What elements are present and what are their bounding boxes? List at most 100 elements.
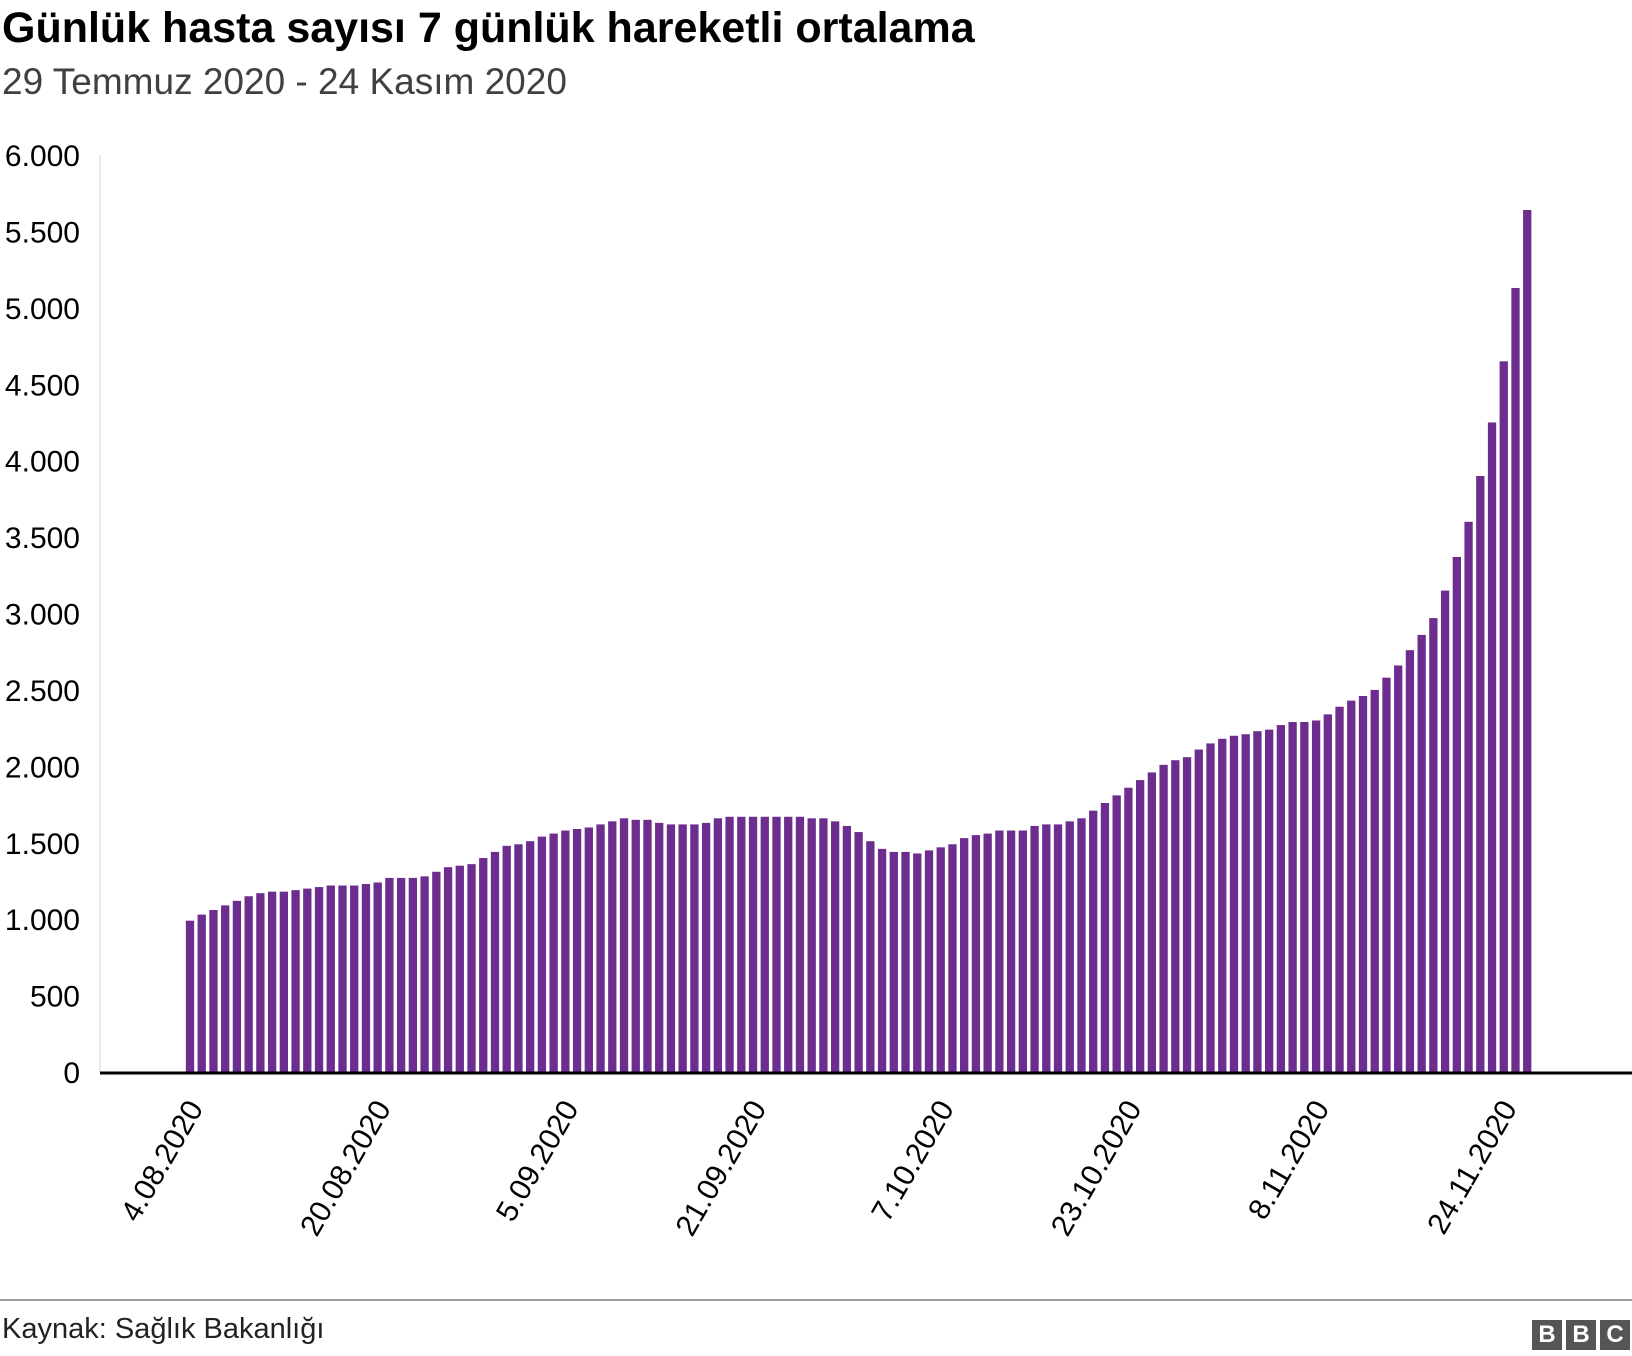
bar: [420, 876, 429, 1072]
bar: [1053, 824, 1063, 1072]
bar: [1300, 722, 1309, 1072]
bar: [924, 850, 934, 1072]
x-tick-label: 4.08.2020: [115, 1095, 210, 1227]
bar: [197, 914, 206, 1072]
bar: [995, 830, 1004, 1072]
y-tick-label: 3.500: [5, 522, 80, 555]
bbc-logo-letter: C: [1600, 1320, 1630, 1350]
y-tick-label: 5.500: [5, 216, 80, 249]
bar: [854, 832, 863, 1072]
bar: [1229, 735, 1239, 1072]
bar: [303, 888, 312, 1072]
bar: [279, 891, 288, 1072]
bar: [291, 890, 300, 1072]
bar: [314, 887, 324, 1072]
bar: [1511, 287, 1520, 1073]
bar: [1065, 821, 1074, 1072]
x-tick-label: 5.09.2020: [490, 1095, 585, 1227]
bar: [1077, 818, 1086, 1072]
bar: [819, 818, 828, 1072]
bar: [1476, 475, 1485, 1072]
bar: [1159, 764, 1168, 1072]
footer-divider: [0, 1299, 1632, 1301]
bar: [701, 822, 711, 1072]
bar: [479, 858, 488, 1072]
chart-subtitle: 29 Temmuz 2020 - 24 Kasım 2020: [2, 61, 567, 102]
bar: [221, 905, 230, 1072]
x-tick-label: 24.11.2020: [1421, 1095, 1524, 1240]
bar: [526, 841, 535, 1072]
bar: [1370, 689, 1379, 1072]
bar: [537, 836, 547, 1072]
bar: [185, 920, 195, 1072]
bar: [608, 821, 617, 1072]
bar: [455, 865, 464, 1072]
bar-series: [185, 210, 1532, 1073]
bar: [408, 877, 418, 1072]
y-tick-label: 1.500: [5, 828, 80, 861]
bar: [1358, 696, 1368, 1072]
y-tick-label: 2.500: [5, 675, 80, 708]
bar: [842, 825, 852, 1072]
bar: [1253, 731, 1262, 1072]
y-tick-label: 6.000: [5, 140, 80, 173]
bar: [1265, 729, 1274, 1072]
bar: [396, 877, 406, 1072]
bar: [443, 867, 453, 1072]
bar: [889, 851, 898, 1072]
bar: [1347, 700, 1356, 1072]
chart-title: Günlük hasta sayısı 7 günlük hareketli o…: [2, 4, 975, 52]
bar: [232, 900, 242, 1072]
bar: [1135, 780, 1145, 1072]
source-note: Kaynak: Sağlık Bakanlığı: [2, 1313, 325, 1345]
bar: [385, 877, 394, 1072]
bar: [1112, 795, 1121, 1072]
bar: [549, 833, 558, 1072]
x-tick-label: 23.10.2020: [1045, 1095, 1149, 1242]
bar: [584, 827, 593, 1072]
bbc-logo-letter: B: [1532, 1320, 1562, 1350]
bar: [490, 851, 500, 1072]
y-axis-tick-labels: 0 500 1.000 1.500 2.000 2.500 3.000 3.500 4.000 4…: [5, 140, 80, 1090]
x-tick-label: 7.10.2020: [865, 1095, 960, 1227]
bar: [1323, 714, 1332, 1072]
bar: [1042, 824, 1051, 1072]
bar: [1440, 590, 1450, 1072]
y-tick-label: 5.000: [5, 293, 80, 326]
bar: [748, 816, 758, 1072]
bar: [983, 833, 992, 1072]
bar: [936, 847, 945, 1072]
bar: [561, 830, 570, 1072]
bar: [737, 816, 746, 1072]
bar: [1452, 556, 1461, 1072]
bar: [772, 816, 781, 1072]
bar: [1335, 706, 1344, 1072]
bar: [631, 819, 640, 1072]
y-tick-label: 1.000: [5, 904, 80, 937]
bar: [1089, 810, 1098, 1072]
bar: [432, 871, 441, 1072]
bar: [350, 885, 359, 1072]
bar: [619, 818, 629, 1072]
bbc-logo: B B C: [1532, 1320, 1630, 1350]
bar: [807, 818, 816, 1072]
bar: [678, 824, 687, 1072]
bar: [666, 824, 676, 1072]
bar: [831, 821, 840, 1072]
bar: [1276, 725, 1286, 1072]
bar: [795, 816, 805, 1072]
y-tick-label: 4.500: [5, 369, 80, 402]
bar: [690, 824, 699, 1072]
bar: [713, 818, 722, 1072]
x-tick-label: 20.08.2020: [294, 1095, 398, 1242]
y-tick-label: 2.000: [5, 751, 80, 784]
bar: [1218, 738, 1227, 1072]
bar: [655, 822, 664, 1072]
y-tick-label: 500: [30, 981, 80, 1014]
bar: [1206, 743, 1215, 1072]
bar: [1311, 720, 1321, 1072]
bar: [725, 816, 734, 1072]
bar: [1006, 830, 1016, 1072]
bar: [643, 819, 652, 1072]
bar: [596, 824, 605, 1072]
